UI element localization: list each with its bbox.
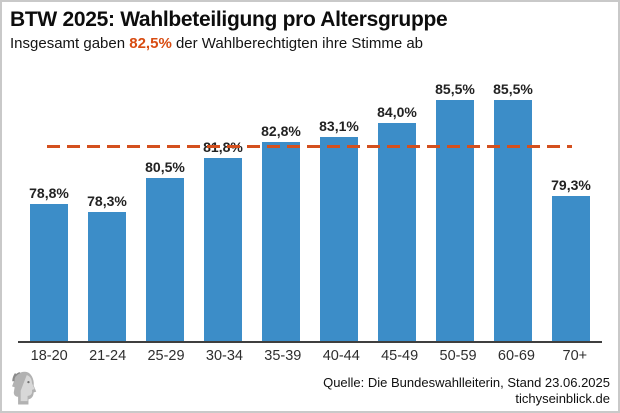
bar — [204, 157, 242, 342]
x-axis-label: 50-59 — [439, 348, 477, 365]
bar-column: 81,8% — [194, 139, 252, 342]
bar-value-label: 83,1% — [319, 118, 359, 135]
x-axis-label: 21-24 — [89, 348, 127, 365]
source-block: Quelle: Die Bundeswahlleiterin, Stand 23… — [323, 375, 610, 408]
classical-head-profile-logo-icon — [12, 371, 37, 405]
bar-column: 84,0% — [368, 104, 426, 342]
x-axis-labels: 18-20 21-24 25-29 30-34 35-39 40-44 45-49 50-59… — [18, 348, 606, 364]
source-line: Quelle: Die Bundeswahlleiterin, Stand 23… — [323, 374, 610, 390]
average-reference-dashed-line — [47, 145, 572, 149]
bar — [88, 211, 126, 342]
bar — [146, 177, 184, 342]
x-axis-label: 70+ — [562, 348, 588, 365]
bar — [494, 99, 532, 342]
bar-group: 78,8% 78,3% 80,5% 81,8% 82,8% 83,1% 84,0% 85,5%… — [18, 57, 602, 342]
bar-value-label: 80,5% — [145, 158, 185, 175]
bar-value-label: 85,5% — [435, 80, 475, 97]
bar-column: 85,5% — [426, 80, 484, 342]
footer: Quelle: Die Bundeswahlleiterin, Stand 23… — [7, 370, 610, 408]
chart-subtitle: Insgesamt gaben 82,5% der Wahlberechtigt… — [10, 35, 608, 53]
bar-column: 78,3% — [78, 192, 136, 342]
bar-column: 78,8% — [20, 185, 78, 342]
x-axis-label: 60-69 — [497, 348, 535, 365]
bar-value-label: 85,5% — [493, 80, 533, 97]
x-axis-label: 35-39 — [264, 348, 302, 365]
subtitle-suffix: der Wahlberechtigten ihre Stimme ab — [171, 35, 424, 53]
bar — [30, 204, 68, 342]
bar-column: 83,1% — [310, 118, 368, 342]
bar — [552, 196, 590, 342]
bar-column: 80,5% — [136, 158, 194, 342]
bar-chart-plot-area: 78,8% 78,3% 80,5% 81,8% 82,8% 83,1% 84,0% 85,5%… — [18, 57, 602, 344]
bar-column: 79,3% — [542, 177, 600, 342]
bar-value-label: 82,8% — [261, 122, 301, 139]
x-axis-label: 30-34 — [205, 348, 243, 365]
bar-column: 82,8% — [252, 122, 310, 342]
x-axis-label: 40-44 — [322, 348, 360, 365]
bar-value-label: 79,3% — [551, 177, 591, 194]
x-axis-label: 25-29 — [147, 348, 185, 365]
chart-title: BTW 2025: Wahlbeteiligung pro Altersgrup… — [10, 8, 448, 31]
x-axis-label: 45-49 — [381, 348, 419, 365]
bar — [378, 123, 416, 342]
bar — [320, 137, 358, 342]
x-axis-label: 18-20 — [30, 348, 68, 365]
bar — [262, 141, 300, 342]
bar — [436, 99, 474, 342]
bar-column: 85,5% — [484, 80, 542, 342]
bar-value-label: 78,3% — [87, 192, 127, 209]
bar-value-label: 84,0% — [377, 104, 417, 121]
website-line: tichyseinblick.de — [515, 391, 610, 407]
subtitle-highlight-value: 82,5% — [129, 35, 172, 53]
subtitle-prefix: Insgesamt gaben — [10, 35, 130, 53]
bar-value-label: 78,8% — [29, 185, 69, 202]
